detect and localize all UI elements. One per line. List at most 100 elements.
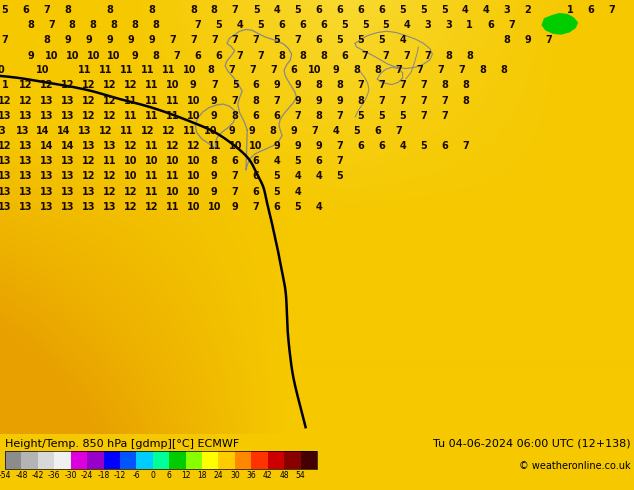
Polygon shape — [541, 13, 578, 35]
Text: 7: 7 — [232, 35, 238, 46]
Text: 7: 7 — [232, 172, 238, 181]
Text: 3: 3 — [425, 20, 431, 30]
Text: 11: 11 — [120, 126, 134, 136]
Text: 12: 12 — [0, 141, 12, 151]
Text: 10: 10 — [204, 126, 217, 136]
Text: 8: 8 — [148, 5, 155, 15]
Text: 11: 11 — [165, 172, 179, 181]
Text: 7: 7 — [420, 96, 427, 106]
Text: Tu 04-06-2024 06:00 UTC (12+138): Tu 04-06-2024 06:00 UTC (12+138) — [433, 439, 631, 449]
Text: 4: 4 — [462, 5, 469, 15]
Bar — [136, 451, 153, 468]
Text: 9: 9 — [525, 35, 531, 46]
Text: 12: 12 — [103, 172, 117, 181]
Text: 7: 7 — [2, 35, 8, 46]
Text: 9: 9 — [295, 96, 301, 106]
Text: 8: 8 — [316, 111, 322, 121]
Text: 3: 3 — [504, 5, 510, 15]
Text: 10: 10 — [124, 156, 138, 166]
Text: 13: 13 — [40, 202, 54, 212]
Text: 13: 13 — [103, 202, 117, 212]
Text: -12: -12 — [114, 471, 126, 480]
Text: 7: 7 — [404, 50, 410, 60]
Text: 8: 8 — [107, 5, 113, 15]
Text: 7: 7 — [358, 80, 364, 91]
Text: 12: 12 — [141, 126, 155, 136]
Text: 10: 10 — [36, 65, 50, 75]
Text: 5: 5 — [362, 20, 368, 30]
Text: 12: 12 — [99, 126, 113, 136]
Text: 4: 4 — [399, 35, 406, 46]
Text: 5: 5 — [420, 141, 427, 151]
Text: 6: 6 — [337, 5, 343, 15]
Text: -6: -6 — [133, 471, 140, 480]
Text: 12: 12 — [124, 141, 138, 151]
Text: 14: 14 — [57, 126, 71, 136]
Text: 7: 7 — [295, 111, 301, 121]
Text: 10: 10 — [86, 50, 100, 60]
Text: 10: 10 — [186, 96, 200, 106]
Text: 10: 10 — [107, 50, 121, 60]
Text: 11: 11 — [165, 96, 179, 106]
Text: 10: 10 — [186, 156, 200, 166]
Text: 11: 11 — [145, 141, 158, 151]
Text: 6: 6 — [253, 111, 259, 121]
Text: 7: 7 — [312, 126, 318, 136]
Text: 8: 8 — [479, 65, 486, 75]
Bar — [284, 451, 301, 468]
Text: 3: 3 — [446, 20, 452, 30]
Text: 7: 7 — [228, 65, 235, 75]
Text: 12: 12 — [82, 80, 96, 91]
Text: 36: 36 — [247, 471, 256, 480]
Text: 7: 7 — [508, 20, 515, 30]
Text: 5: 5 — [295, 5, 301, 15]
Text: 0: 0 — [0, 65, 4, 75]
Text: 7: 7 — [420, 80, 427, 91]
Text: 5: 5 — [253, 5, 259, 15]
Text: 13: 13 — [61, 111, 75, 121]
Text: 13: 13 — [40, 156, 54, 166]
Text: 5: 5 — [295, 202, 301, 212]
Text: 8: 8 — [44, 35, 50, 46]
Text: 6: 6 — [274, 202, 280, 212]
Bar — [38, 451, 55, 468]
Text: 11: 11 — [124, 96, 138, 106]
Text: 7: 7 — [378, 80, 385, 91]
Text: 7: 7 — [396, 126, 402, 136]
Text: 8: 8 — [441, 80, 448, 91]
Text: 12: 12 — [19, 80, 33, 91]
Text: 7: 7 — [195, 20, 201, 30]
Text: 11: 11 — [145, 172, 158, 181]
Text: 12: 12 — [124, 80, 138, 91]
Text: 11: 11 — [145, 96, 158, 106]
Bar — [186, 451, 202, 468]
Bar — [251, 451, 268, 468]
Text: 13: 13 — [0, 187, 12, 196]
Text: 7: 7 — [462, 141, 469, 151]
Text: 13: 13 — [40, 111, 54, 121]
Text: 8: 8 — [69, 20, 75, 30]
Text: 24: 24 — [214, 471, 223, 480]
Text: 7: 7 — [399, 96, 406, 106]
Text: 9: 9 — [274, 141, 280, 151]
Text: 13: 13 — [61, 156, 75, 166]
Text: 6: 6 — [316, 35, 322, 46]
Text: 13: 13 — [40, 96, 54, 106]
Text: 5: 5 — [399, 5, 406, 15]
Text: 9: 9 — [132, 50, 138, 60]
Text: 11: 11 — [78, 65, 92, 75]
Text: 7: 7 — [437, 65, 444, 75]
Text: 13: 13 — [19, 111, 33, 121]
Text: 8: 8 — [446, 50, 452, 60]
Text: 10: 10 — [165, 80, 179, 91]
Text: 10: 10 — [308, 65, 322, 75]
Text: 6: 6 — [253, 156, 259, 166]
Text: 10: 10 — [207, 202, 221, 212]
Text: 8: 8 — [190, 5, 197, 15]
Text: 6: 6 — [316, 5, 322, 15]
Text: 7: 7 — [546, 35, 552, 46]
Text: 9: 9 — [211, 111, 217, 121]
Text: 13: 13 — [61, 187, 75, 196]
Text: 13: 13 — [19, 202, 33, 212]
Text: 5: 5 — [378, 35, 385, 46]
